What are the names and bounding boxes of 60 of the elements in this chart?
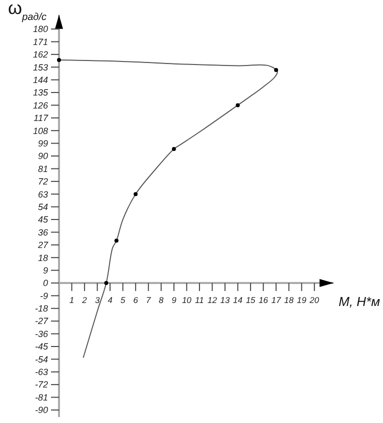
- y-tick-label: 135: [32, 88, 49, 98]
- y-tick-label: -9: [40, 290, 48, 301]
- x-tick-label: 10: [182, 295, 192, 305]
- x-tick-label: 4: [108, 295, 113, 305]
- y-tick-label: -63: [34, 367, 48, 378]
- x-tick-label: 11: [195, 295, 204, 305]
- point: [104, 281, 108, 285]
- y-tick-label: 162: [32, 50, 48, 60]
- x-tick-label: 17: [271, 295, 282, 305]
- y-tick-label: 117: [34, 113, 49, 124]
- y-axis-title: ω$_{рад/с}$: [8, 0, 46, 22]
- y-tick-label: 72: [38, 176, 48, 187]
- x-tick-label: 9: [172, 295, 177, 305]
- y-tick-label: 27: [36, 240, 49, 250]
- point: [134, 192, 138, 196]
- y-tick-label: -27: [34, 316, 49, 326]
- y-tick-label: 45: [38, 214, 49, 225]
- y-tick-label: 180: [32, 24, 48, 34]
- x-tick-label: 1: [69, 295, 74, 305]
- point: [114, 238, 118, 243]
- y-tick-label: -45: [34, 342, 49, 352]
- y-tick-label: -36: [34, 328, 48, 339]
- y-tick-label: 90: [38, 151, 48, 162]
- y-tick-label: 0: [42, 278, 48, 288]
- x-tick-label: 6: [133, 295, 138, 305]
- x-tick-label: 18: [284, 295, 294, 305]
- point: [236, 103, 240, 108]
- x-tick-label: 15: [246, 295, 256, 305]
- x-tick-label: 8: [158, 295, 164, 305]
- y-tick-label: 36: [38, 227, 48, 238]
- y-tick-label: -90: [34, 405, 48, 416]
- point: [172, 146, 176, 151]
- y-tick-label: 108: [32, 126, 48, 136]
- y-tick-label: 9: [42, 265, 48, 276]
- x-tick-label: 16: [258, 295, 268, 305]
- x-tick-label: 7: [146, 295, 152, 305]
- y-tick-label: 171: [32, 36, 48, 47]
- y-tick-label: 63: [38, 189, 48, 200]
- x-tick-label: 2: [81, 295, 88, 305]
- x-tick-label: 5: [120, 295, 126, 305]
- y-tick-label: -72: [34, 380, 48, 390]
- y-tick-label: 99: [38, 138, 48, 148]
- y-tick-label: -54: [34, 354, 48, 364]
- y-tick-label: 153: [32, 62, 48, 72]
- x-tick-label: 3: [94, 295, 100, 305]
- y-tick-label: 126: [32, 100, 48, 110]
- x-tick-label: 20: [308, 295, 320, 305]
- y-tick-label: 144: [32, 74, 48, 85]
- y-tick-label: 54: [38, 202, 48, 212]
- x-tick-label: 13: [220, 295, 230, 305]
- y-tick-label: 81: [38, 164, 48, 174]
- y-tick-label: 18: [38, 252, 48, 263]
- x-tick-label: 19: [296, 295, 307, 305]
- x-tick-label: 14: [233, 295, 243, 305]
- x-axis-title: M, Н*м: [338, 294, 380, 309]
- y-tick-label: -81: [34, 392, 48, 402]
- x-tick-label: 12: [208, 295, 218, 305]
- y-tick-label: -18: [34, 304, 48, 314]
- point: [57, 58, 61, 62]
- point: [274, 68, 278, 72]
